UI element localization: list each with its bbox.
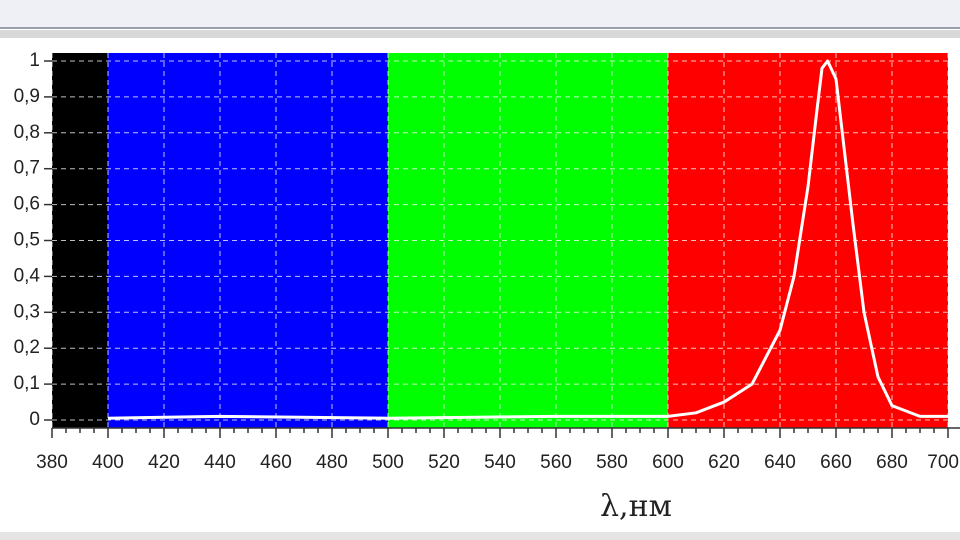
panel-border: [0, 532, 960, 540]
x-tick-label: 420: [148, 452, 180, 473]
x-tick-label: 640: [764, 452, 796, 473]
x-tick-label: 580: [596, 452, 628, 473]
y-tick-label: 0: [29, 409, 40, 430]
y-tick-label: 0,2: [14, 337, 40, 358]
x-tick-label: 440: [204, 452, 236, 473]
y-tick-label: 1: [29, 50, 40, 71]
x-tick-label: 560: [540, 452, 572, 473]
y-tick-label: 0,9: [14, 86, 40, 107]
x-tick-label: 520: [428, 452, 460, 473]
y-tick-label: 0,6: [14, 194, 40, 215]
y-tick-label: 0,1: [14, 373, 40, 394]
x-tick-label: 400: [92, 452, 124, 473]
x-tick-label: 500: [372, 452, 404, 473]
band: [108, 53, 388, 428]
x-axis-label: λ,нм: [600, 489, 672, 524]
panel-border: [0, 30, 960, 38]
toolbar: [0, 0, 960, 28]
y-tick-label: 0,4: [14, 265, 41, 286]
y-tick-label: 0,8: [14, 122, 40, 143]
x-tick-label: 380: [36, 452, 68, 473]
x-tick-label: 660: [820, 452, 852, 473]
x-tick-label: 700: [927, 452, 959, 473]
line: [107, 59, 948, 420]
x-tick-label: 600: [652, 452, 684, 473]
y-tick-label: 0,7: [14, 158, 40, 179]
x-tick-label: 480: [316, 452, 348, 473]
x-tick-label: 540: [484, 452, 516, 473]
x-tick-label: 680: [876, 452, 908, 473]
y-tick-label: 0,3: [14, 301, 40, 322]
x-tick-label: 460: [260, 452, 292, 473]
x-tick-label: 620: [708, 452, 740, 473]
y-tick-label: 0,5: [14, 230, 40, 251]
